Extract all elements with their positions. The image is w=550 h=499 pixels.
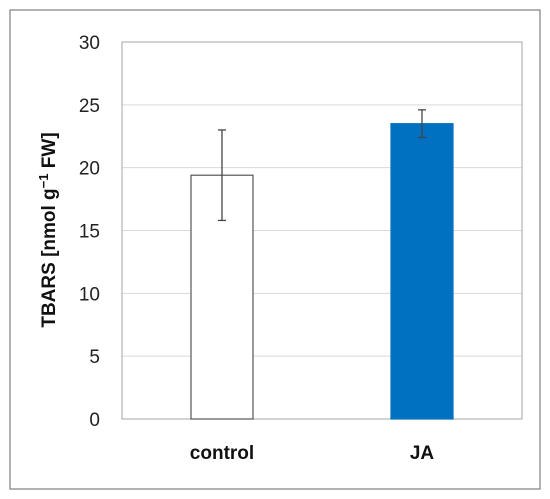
y-tick-label: 5 [89, 347, 100, 368]
category-labels: control JA [190, 443, 435, 464]
y-tick-label: 30 [79, 33, 100, 54]
y-tick-label: 25 [79, 96, 100, 117]
y-tick-labels: 0 5 10 15 20 25 30 [79, 33, 100, 431]
x-category-label: JA [410, 443, 435, 464]
plot-area-border [121, 41, 523, 420]
y-tick-label: 15 [79, 222, 100, 243]
error-bars [218, 109, 426, 222]
y-tick-label: 20 [79, 159, 100, 180]
y-tick-label: 0 [89, 410, 100, 431]
y-axis-title: TBARS [nmol g−1 FW] [36, 132, 61, 327]
y-tick-label: 10 [79, 284, 100, 305]
x-category-label: control [190, 443, 254, 464]
bar-ja [390, 123, 454, 420]
